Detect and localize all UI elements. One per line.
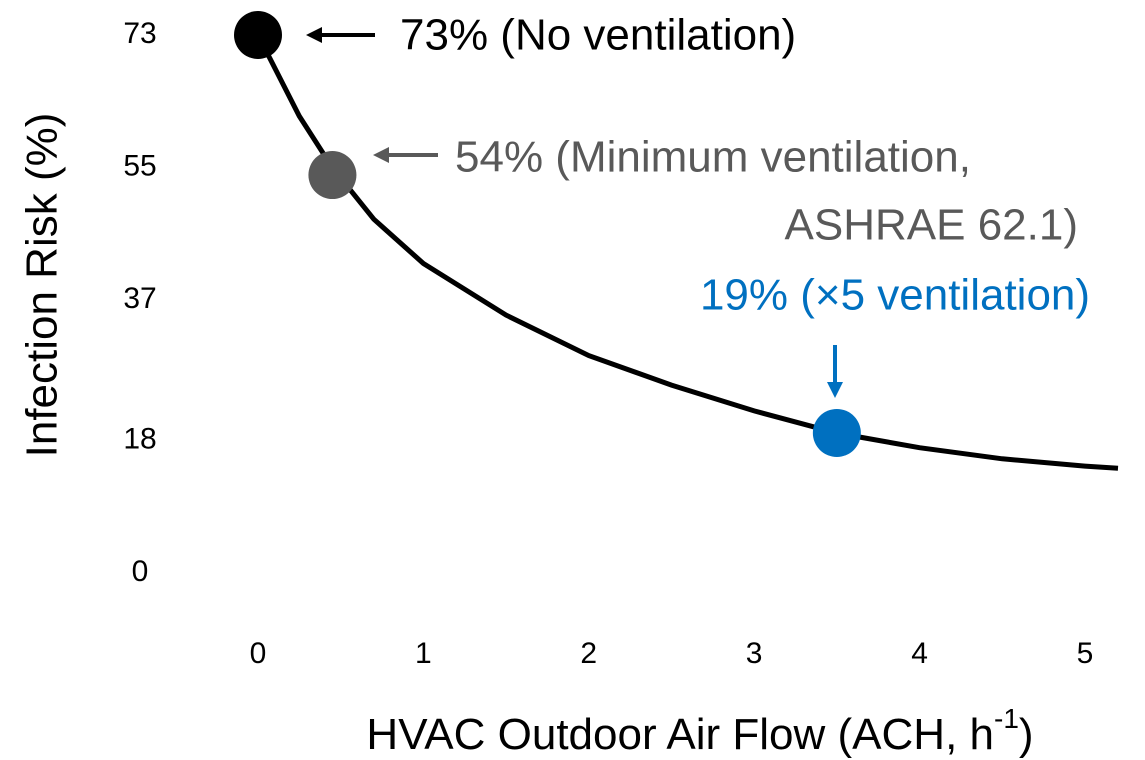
arrows <box>306 27 843 398</box>
x-axis-title-sup: -1 <box>994 703 1019 734</box>
annotation: 19% (×5 ventilation) <box>700 271 1090 320</box>
y-axis-title: Infection Risk (%) <box>18 113 67 458</box>
x-axis-title: HVAC Outdoor Air Flow (ACH, h-1) <box>366 703 1033 758</box>
annotation: 73% (No ventilation) <box>400 11 796 60</box>
y-tick-label: 55 <box>123 150 156 183</box>
x-tick-label: 2 <box>580 637 597 670</box>
x-tick-label: 1 <box>415 637 432 670</box>
x-tick-label: 0 <box>250 637 267 670</box>
highlight-point <box>812 408 861 457</box>
x-tick-label: 3 <box>746 637 763 670</box>
x-axis-title-main: HVAC Outdoor Air Flow (ACH, h <box>366 710 994 759</box>
x-axis-title-close: ) <box>1019 710 1034 759</box>
y-tick-label: 37 <box>123 282 156 315</box>
arrow-head-blue <box>827 382 843 398</box>
y-tick-label: 18 <box>123 422 156 455</box>
x-tick-label: 4 <box>911 637 928 670</box>
y-tick-label: 0 <box>132 555 149 588</box>
highlight-point <box>234 11 282 59</box>
arrow-head-black <box>306 27 322 43</box>
annotation: 54% (Minimum ventilation, <box>455 133 971 182</box>
arrow-head-grey <box>373 147 389 163</box>
annotation: ASHRAE 62.1) <box>785 201 1078 250</box>
highlight-point <box>308 151 357 200</box>
x-tick-label: 5 <box>1077 637 1094 670</box>
y-tick-label: 73 <box>123 17 156 50</box>
risk-curve <box>255 33 1119 471</box>
